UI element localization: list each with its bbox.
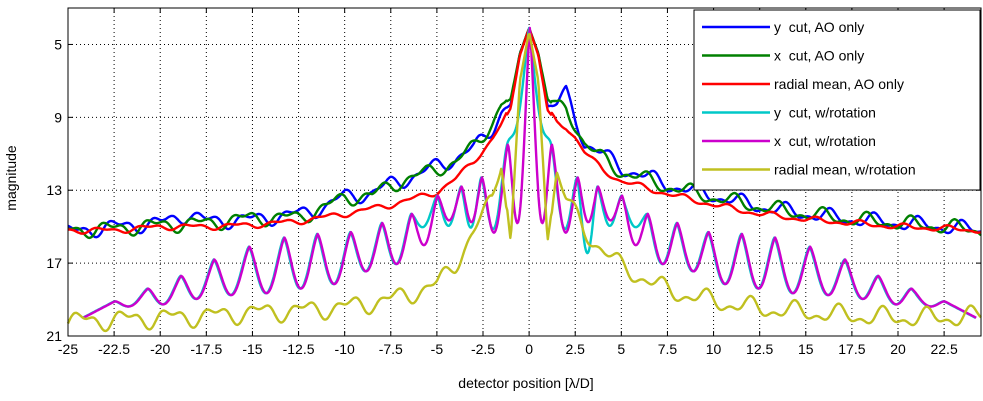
- legend-label: radial mean, AO only: [774, 76, 904, 92]
- legend-label: y cut, AO only: [774, 19, 864, 35]
- legend: y cut, AO only x cut, AO only radial mean,…: [693, 9, 981, 191]
- series-group: [66, 26, 982, 333]
- x-tick-label: 2.5: [565, 341, 585, 357]
- x-tick-label: 10: [706, 341, 722, 357]
- x-tick-label: -15: [242, 341, 262, 357]
- series-line-5: [82, 26, 977, 319]
- x-tick-label: 15: [798, 341, 814, 357]
- series-line-6: [66, 32, 982, 333]
- x-tick-label: 20: [890, 341, 906, 357]
- legend-label: x cut, w/rotation: [774, 133, 876, 149]
- x-tick-label: -5: [431, 341, 444, 357]
- y-tick-label: 5: [54, 36, 62, 52]
- x-tick-label: -2.5: [471, 341, 495, 357]
- x-axis-label: detector position [λ/D]: [458, 375, 593, 391]
- x-tick-label: 12.5: [746, 341, 773, 357]
- y-tick-label: 17: [46, 255, 62, 271]
- x-tick-label: -20: [150, 341, 170, 357]
- x-tick-label: 0: [525, 341, 533, 357]
- x-tick-label: -12.5: [283, 341, 315, 357]
- y-axis-label: magnitude: [3, 145, 19, 211]
- x-tick-label: 5: [617, 341, 625, 357]
- x-tick-label: -10: [335, 341, 355, 357]
- x-tick-label: -22.5: [98, 341, 130, 357]
- series-line-3: [67, 28, 982, 235]
- legend-box: [693, 9, 981, 191]
- x-tick-label: -7.5: [379, 341, 403, 357]
- axes-frame: [67, 7, 982, 337]
- y-tick-label: 9: [54, 109, 62, 125]
- x-tick-label: 7.5: [658, 341, 678, 357]
- x-tick-label: -17.5: [190, 341, 222, 357]
- x-tick-label: 17.5: [838, 341, 865, 357]
- legend-label: x cut, AO only: [774, 48, 864, 64]
- y-tick-label: 13: [46, 182, 62, 198]
- x-tick-label: 22.5: [930, 341, 957, 357]
- plot-area: -25 -22.5 -20 -17.5 -15 -12.5 -10 -7.5 -5 -2.5 0 2.…: [46, 7, 982, 357]
- x-tick-label: -25: [58, 341, 78, 357]
- legend-label: radial mean, w/rotation: [774, 162, 916, 178]
- legend-label: y cut, w/rotation: [774, 105, 876, 121]
- y-tick-label: 21: [46, 328, 62, 344]
